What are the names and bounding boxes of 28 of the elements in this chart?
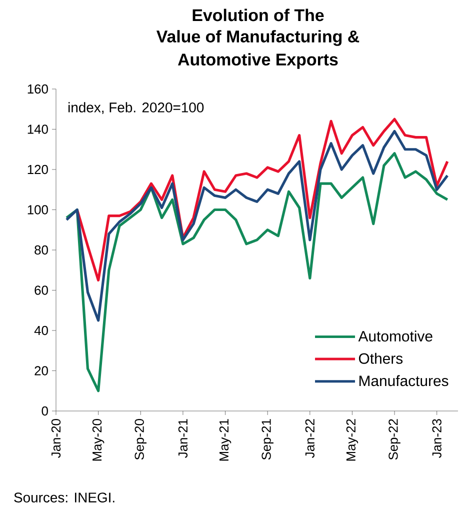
y-tick-label: 0 (42, 406, 48, 416)
line-series (76, 118, 449, 282)
y-tick-label: 100 (28, 205, 48, 214)
x-tick-label: Sep-21 (262, 419, 274, 460)
y-tick-label: 120 (28, 164, 48, 174)
x-tick-label: Sep-22 (388, 419, 400, 460)
legend-label: Manufactures (359, 375, 448, 386)
chart-title: Evolution of The Value of Manufacturing & Automotive Exports (156, 8, 360, 69)
x-tick-label: Sep-20 (134, 419, 146, 460)
annotation: index, Feb. 2020=100 (68, 102, 204, 114)
y-tick-label: 40 (34, 326, 48, 336)
legend-label: Automotive (358, 330, 432, 342)
x-tick-label: Jan-22 (305, 419, 314, 458)
legend-label: Others (358, 352, 403, 364)
x-tick-label: Jan-20 (51, 419, 61, 458)
y-tick-label: 60 (34, 286, 48, 295)
x-tick-label: Jan-23 (432, 419, 442, 458)
x-tick-label: May-20 (92, 419, 104, 461)
y-tick-label: 80 (34, 245, 48, 255)
x-tick-label: Jan-21 (178, 419, 188, 458)
line-series (65, 130, 449, 322)
x-tick-label: May-22 (346, 419, 358, 461)
source-note: Sources: INEGI. (14, 492, 114, 502)
y-tick-label: 20 (34, 366, 48, 376)
y-tick-label: 140 (28, 124, 48, 134)
line-series (65, 152, 449, 392)
y-tick-label: 160 (28, 84, 48, 94)
x-tick-label: May-21 (219, 419, 232, 461)
